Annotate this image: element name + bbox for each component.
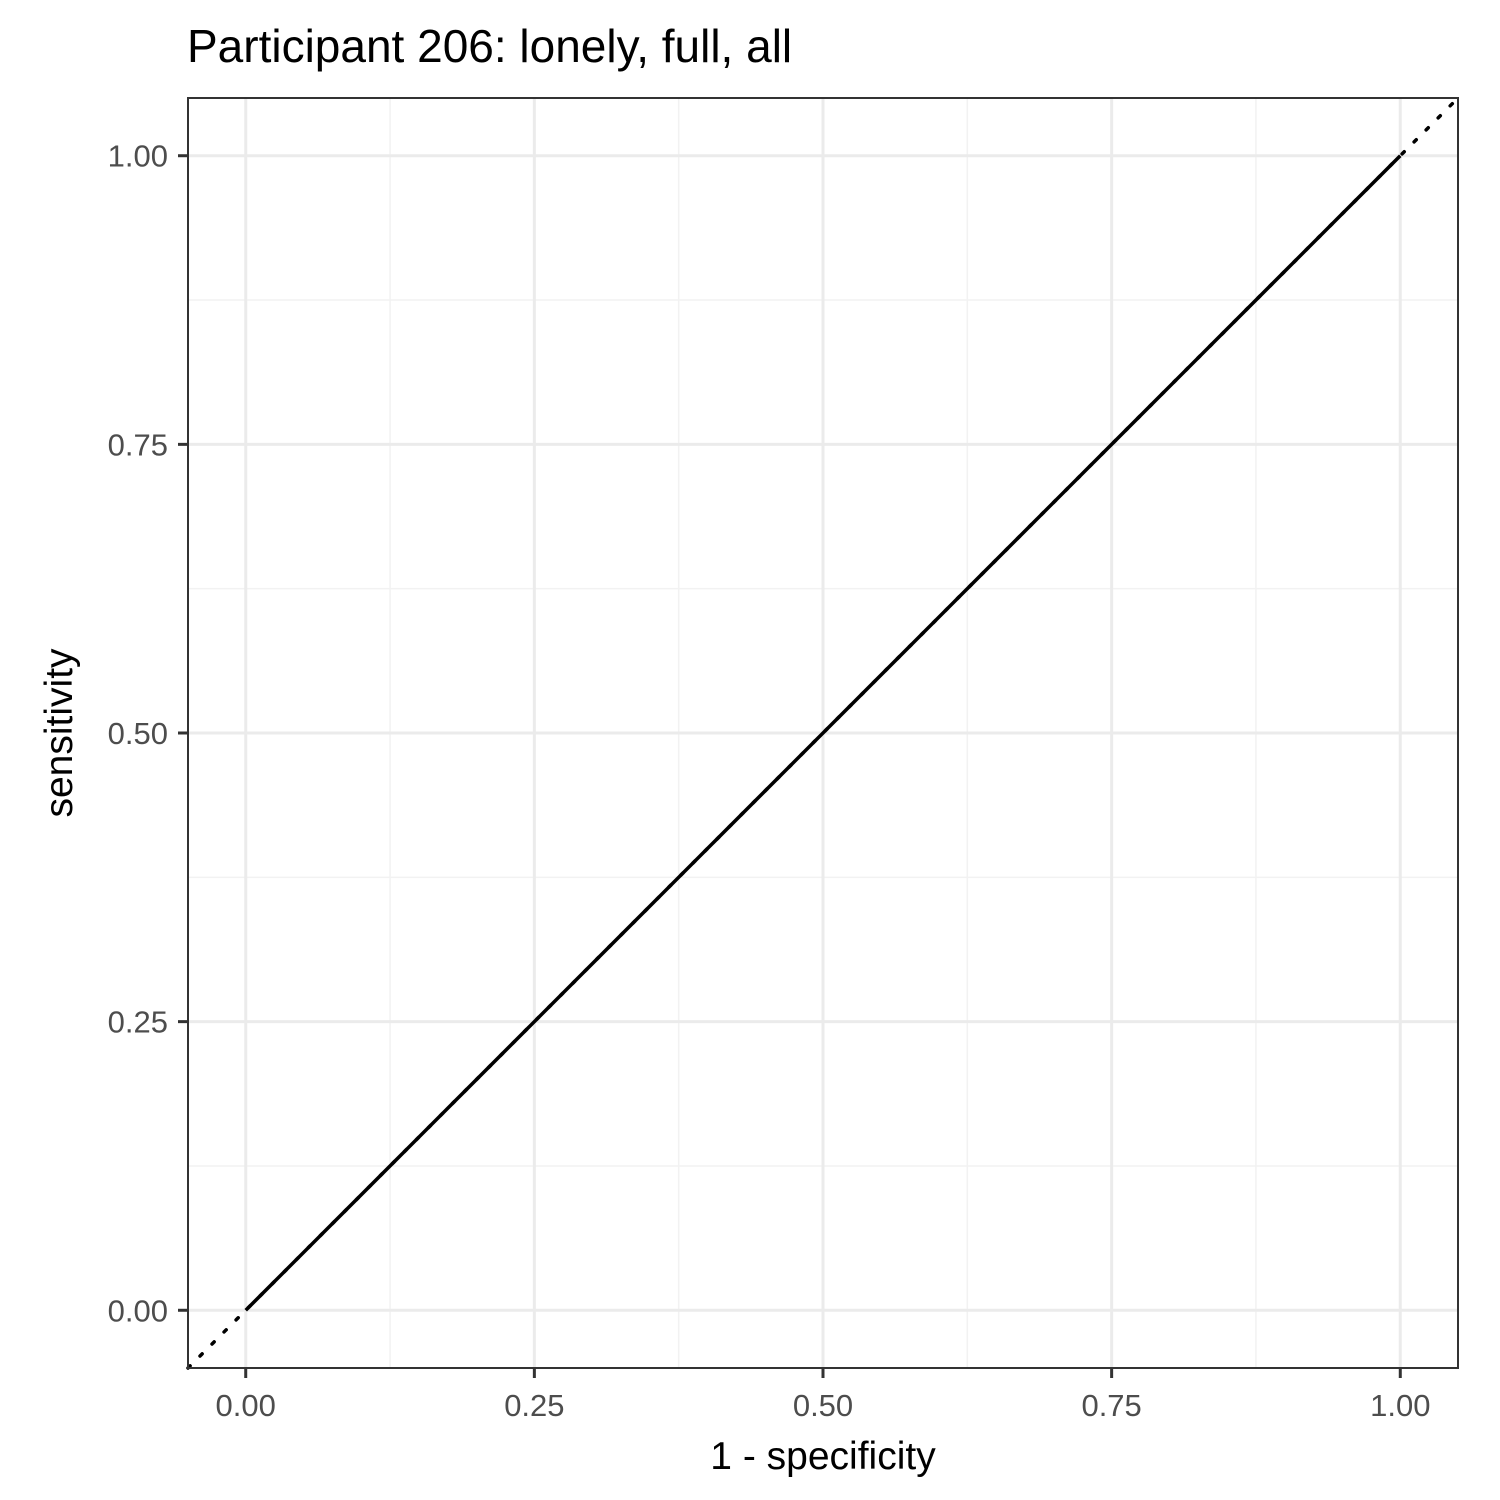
y-axis: 0.00 0.25 0.50 0.75 1.00 [108,139,188,1328]
major-grid [188,98,1458,1368]
y-tick-label-1: 0.25 [108,1005,168,1040]
y-tick-label-4: 1.00 [108,139,168,174]
x-tick-label-0: 0.00 [216,1388,276,1423]
y-tick-label-0: 0.00 [108,1293,168,1328]
y-axis-title: sensitivity [38,648,81,818]
x-axis: 0.00 0.25 0.50 0.75 1.00 [216,1368,1430,1423]
chart-title: Participant 206: lonely, full, all [187,20,792,72]
y-tick-label-2: 0.50 [108,716,168,751]
x-tick-label-1: 0.25 [504,1388,564,1423]
x-axis-title: 1 - specificity [710,1435,936,1478]
x-tick-label-2: 0.50 [793,1388,853,1423]
x-tick-label-3: 0.75 [1081,1388,1141,1423]
roc-curve-line-0 [244,154,1402,1312]
y-tick-label-3: 0.75 [108,427,168,462]
x-tick-label-4: 1.00 [1370,1388,1430,1423]
series-layer [186,96,1460,1370]
